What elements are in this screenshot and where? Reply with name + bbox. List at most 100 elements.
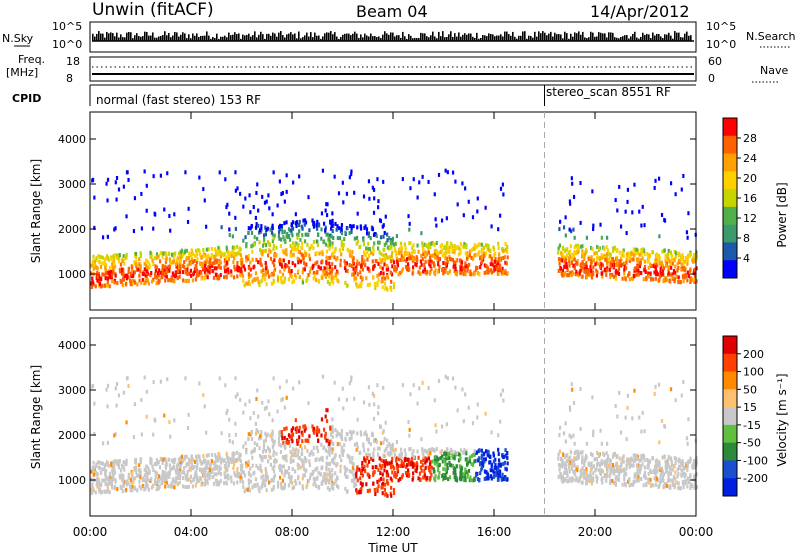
power-cell	[439, 244, 442, 249]
velocity-cell	[474, 458, 477, 463]
velocity-cell	[417, 455, 420, 460]
velocity-cell	[443, 458, 446, 463]
velocity-cell	[157, 474, 161, 479]
velocity-cell	[624, 483, 627, 488]
power-cell	[301, 226, 304, 231]
power-cell	[195, 269, 199, 274]
power-cell	[96, 271, 99, 276]
power-cell	[195, 248, 198, 253]
power-cell	[406, 251, 409, 256]
velocity-cell	[432, 448, 435, 453]
power-cell	[208, 264, 212, 269]
velocity-cell	[389, 491, 392, 496]
power-cell	[594, 262, 597, 267]
power-cell	[383, 276, 387, 281]
power-cell	[395, 250, 398, 255]
velocity-cell	[262, 446, 266, 451]
power-cell	[143, 267, 146, 272]
velocity-cell	[454, 473, 457, 478]
velocity-cell	[295, 481, 298, 486]
power-cell	[607, 257, 610, 262]
velocity-cell	[164, 463, 167, 468]
velocity-cell	[653, 476, 656, 481]
power-cell	[336, 224, 339, 229]
power-cell	[585, 269, 588, 274]
velocity-cell	[619, 430, 623, 435]
power-cell	[272, 272, 275, 277]
sky-bar	[366, 35, 368, 41]
power-cell	[367, 179, 371, 184]
velocity-cell	[667, 471, 671, 476]
velocity-cell	[381, 472, 384, 477]
power-cell	[308, 270, 312, 275]
power-cell	[181, 270, 185, 275]
power-cell	[579, 180, 582, 185]
power-cell	[372, 275, 375, 280]
power-cell	[295, 275, 298, 280]
power-cell	[252, 277, 255, 282]
sky-bar	[630, 36, 632, 41]
velocity-cell	[640, 454, 643, 459]
power-cell	[657, 176, 661, 181]
power-cell	[628, 277, 631, 282]
velocity-cell	[412, 471, 415, 476]
velocity-cell	[497, 477, 500, 482]
power-cell	[615, 257, 618, 262]
power-cell	[352, 224, 355, 229]
power-cell	[190, 257, 194, 262]
velocity-cell	[383, 487, 387, 492]
power-cell	[183, 264, 186, 269]
velocity-cell	[326, 486, 330, 491]
power-cell	[601, 263, 605, 268]
velocity-cell	[427, 451, 430, 456]
power-cell	[214, 247, 217, 252]
power-cell	[448, 250, 451, 255]
power-cell	[622, 261, 625, 266]
velocity-cell	[589, 467, 593, 472]
power-cell	[122, 271, 125, 276]
power-cell	[230, 273, 233, 278]
power-cell	[278, 257, 281, 262]
velocity-cell	[615, 474, 618, 479]
power-cell	[272, 247, 275, 252]
power-cell	[261, 243, 265, 248]
velocity-cell	[331, 473, 334, 478]
power-cell	[350, 172, 353, 177]
sky-bar	[570, 33, 572, 41]
power-cell	[431, 253, 434, 258]
velocity-cell	[401, 383, 404, 388]
velocity-cell	[325, 438, 328, 443]
sky-bar	[396, 35, 398, 41]
sky-bar	[276, 36, 278, 41]
power-cell	[203, 276, 207, 281]
power-cell	[660, 260, 664, 265]
sky-bar	[100, 33, 102, 41]
power-cell	[91, 177, 95, 182]
sky-bar	[168, 32, 170, 41]
velocity-cell	[179, 470, 182, 475]
power-cell	[583, 266, 586, 271]
velocity-cell	[501, 472, 504, 477]
power-cell	[132, 229, 136, 234]
power-cell	[625, 260, 628, 265]
velocity-cell	[459, 470, 462, 475]
power-cell	[183, 250, 186, 255]
power-cell	[249, 273, 253, 278]
power-cell	[234, 251, 237, 256]
power-cell	[154, 268, 157, 273]
nave-label: Nave	[760, 64, 788, 77]
sky-bar	[474, 37, 476, 41]
velocity-cell	[567, 456, 570, 461]
power-cell	[596, 244, 599, 249]
power-cell	[174, 262, 177, 267]
power-cell	[375, 233, 378, 238]
velocity-cell	[163, 413, 166, 418]
sky-bar	[652, 32, 654, 41]
power-cell	[299, 259, 302, 264]
power-cell	[264, 248, 268, 253]
power-cell	[569, 201, 572, 206]
velocity-cell	[101, 467, 104, 472]
power-cell	[285, 252, 288, 257]
power-cell	[504, 260, 507, 265]
power-cell	[267, 274, 271, 279]
